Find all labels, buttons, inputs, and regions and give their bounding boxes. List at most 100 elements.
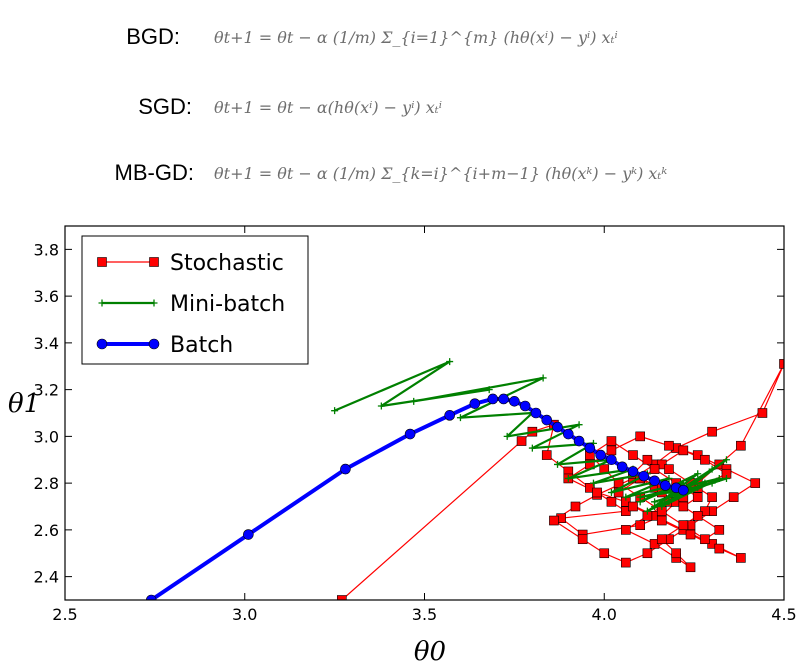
mini-batch-point: [715, 474, 723, 482]
mini-batch-point: [694, 484, 702, 492]
stochastic-point: [736, 440, 746, 451]
stochastic-point: [606, 497, 617, 507]
y-tick-label: 2.6: [34, 521, 59, 540]
bgd-label: BGD:: [126, 24, 180, 49]
stochastic-point: [592, 487, 602, 498]
mini-batch-point: [636, 493, 644, 501]
mini-batch-point: [331, 407, 339, 415]
stochastic-point: [707, 426, 717, 437]
mini-batch-point: [651, 498, 659, 506]
series-batch: [145, 393, 689, 600]
stochastic-point: [599, 548, 610, 559]
mini-batch-point: [708, 479, 716, 487]
y-axis-label: θ1: [8, 389, 40, 419]
batch-point: [552, 421, 563, 433]
x-axis-label: θ0: [414, 637, 446, 666]
batch-point: [616, 461, 628, 473]
legend-label-batch: Batch: [170, 333, 233, 358]
mini-batch-point: [589, 479, 597, 487]
batch-point: [519, 400, 531, 412]
mini-batch-point: [658, 503, 666, 510]
stochastic-point: [635, 431, 646, 442]
batch-point: [638, 470, 650, 482]
y-tick-label: 2.4: [34, 568, 59, 587]
batch-point: [469, 398, 481, 409]
stochastic-point: [692, 492, 703, 502]
stochastic-point: [664, 464, 674, 474]
mbgd-label: MB-GD:: [114, 160, 194, 185]
x-tick-label: 4.5: [771, 605, 796, 624]
mini-batch-point: [528, 444, 536, 452]
stochastic-point: [621, 525, 631, 535]
batch-point: [595, 449, 606, 461]
y-tick-label: 3.0: [34, 427, 59, 446]
stochastic-point: [714, 525, 725, 535]
x-tick-label: 3.0: [232, 605, 257, 624]
batch-point: [573, 435, 585, 447]
batch-point: [340, 463, 351, 475]
batch-point: [562, 428, 574, 440]
stochastic-point: [678, 501, 689, 512]
batch-point: [541, 414, 553, 426]
stochastic-point: [750, 478, 761, 488]
stochastic-point: [728, 492, 739, 502]
stochastic-point: [549, 515, 559, 526]
y-tick-label: 3.2: [34, 381, 59, 400]
stochastic-point: [714, 543, 725, 554]
stochastic-point: [628, 450, 638, 460]
stochastic-point: [700, 454, 710, 465]
y-tick-label: 3.8: [34, 240, 59, 259]
stochastic-point: [700, 534, 710, 545]
stochastic-point: [664, 440, 674, 451]
x-tick-label: 4.0: [592, 605, 617, 624]
stochastic-point: [570, 501, 581, 512]
batch-point: [444, 410, 455, 421]
mini-batch-point: [456, 414, 464, 422]
stochastic-point: [606, 445, 617, 456]
batch-point: [404, 428, 416, 440]
stochastic-point: [707, 492, 717, 502]
stochastic-point: [678, 445, 689, 456]
stochastic-point: [671, 548, 681, 559]
stochastic-point: [541, 450, 552, 460]
stochastic-point: [736, 553, 746, 563]
mini-batch-point: [708, 465, 716, 473]
series-layer: [145, 358, 784, 600]
mbgd-formula: θt+1 = θt − α (1/m) Σ_{k=i}^{i+m−1} (hθ(…: [214, 164, 668, 183]
stochastic-point: [656, 534, 667, 545]
sgd-label: SGD:: [138, 94, 192, 119]
y-tick-label: 3.6: [34, 287, 59, 306]
stochastic-point: [606, 436, 617, 446]
mini-batch-point: [665, 474, 673, 482]
mini-batch-point: [410, 397, 418, 405]
legend-label-stochastic: Stochastic: [170, 251, 284, 276]
y-tick-label: 3.4: [34, 334, 59, 353]
batch-point: [487, 393, 499, 405]
mini-batch-point: [722, 456, 730, 464]
mini-batch-point: [485, 386, 493, 394]
mini-batch-point: [575, 421, 583, 429]
mini-batch-point: [377, 402, 385, 410]
y-tick-label: 2.8: [34, 474, 59, 493]
batch-point: [530, 407, 542, 419]
mini-batch-point: [694, 470, 702, 478]
x-tick-label: 2.5: [52, 605, 77, 624]
x-tick-label: 3.5: [412, 605, 437, 624]
batch-point: [678, 484, 689, 496]
mini-batch-point: [643, 507, 651, 515]
stochastic-point: [642, 454, 653, 465]
mini-batch-point: [722, 474, 730, 482]
batch-point: [96, 338, 108, 350]
batch-point: [627, 466, 639, 477]
mini-batch-point: [607, 488, 615, 496]
stochastic-point: [621, 557, 631, 568]
mini-batch-point: [554, 460, 562, 468]
axis-ticks: 2.5 3.0 3.5 4.0 4.5 2.4 2.6 2.8 3.0 3.2 3.4 3.6 3.8: [34, 226, 797, 624]
stochastic-point: [97, 257, 107, 267]
legend: Stochastic Mini-batch Batch: [81, 235, 309, 365]
batch-point: [148, 338, 160, 350]
sgd-formula: θt+1 = θt − α(hθ(xⁱ) − yⁱ) xₜⁱ: [214, 98, 442, 117]
batch-point: [660, 480, 671, 491]
mini-batch-point: [701, 479, 709, 487]
